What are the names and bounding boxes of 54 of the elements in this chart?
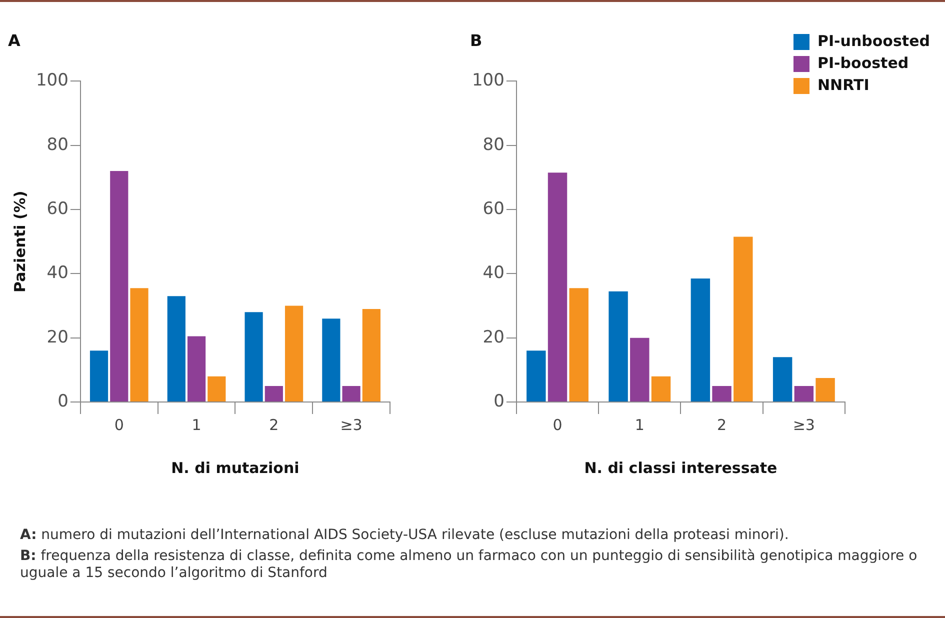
chart-title: B xyxy=(470,30,482,50)
y-tick-label: 40 xyxy=(46,263,68,284)
bar xyxy=(548,172,568,402)
x-tick-label: 0 xyxy=(114,416,124,434)
y-tick-label: 20 xyxy=(482,327,504,348)
bar xyxy=(130,288,148,402)
bar xyxy=(244,312,263,402)
bar xyxy=(630,338,650,402)
y-tick-label: 80 xyxy=(482,134,504,155)
bar xyxy=(284,306,304,402)
bar xyxy=(608,291,628,402)
legend-label: PI-boosted xyxy=(817,54,909,72)
bar xyxy=(794,386,814,402)
y-tick-label: 100 xyxy=(472,70,504,91)
bar xyxy=(712,386,732,402)
bar xyxy=(187,336,206,402)
text: B: frequenza della resistenza di classe, definita come almeno un farmaco con un punteggio di sensibilità genotipica maggiore o uguale a 15 secondo l’algoritmo di Stanford xyxy=(20,548,918,582)
bar xyxy=(569,288,588,402)
y-tick-label: 20 xyxy=(46,327,68,348)
y-tick-label: 60 xyxy=(482,198,504,219)
bar xyxy=(167,296,186,402)
bar xyxy=(816,378,835,402)
x-tick-label: 2 xyxy=(269,416,279,434)
bar xyxy=(526,350,546,402)
bar xyxy=(322,318,340,402)
y-tick-label: 0 xyxy=(58,391,68,412)
bar xyxy=(362,308,380,402)
y-tick-label: 40 xyxy=(482,263,504,284)
text: A: numero di mutazioni dell’International AIDS Society-USA rilevate (escluse mutazioni della proteasi minori). xyxy=(20,527,790,544)
legend-label: PI-unboosted xyxy=(817,32,930,50)
y-tick-label: 80 xyxy=(46,134,68,155)
y-axis-title: Pazienti (%) xyxy=(10,190,29,292)
x-tick-label: ≥3 xyxy=(340,416,362,434)
bar xyxy=(342,386,360,402)
y-tick-label: 60 xyxy=(46,198,68,219)
x-tick-label: ≥3 xyxy=(792,416,815,434)
bar xyxy=(110,171,128,402)
bar xyxy=(690,278,710,402)
chart-title: A xyxy=(8,30,21,50)
bar xyxy=(208,376,226,402)
x-tick-label: 1 xyxy=(192,416,202,434)
x-axis-title: N. di mutazioni xyxy=(171,458,300,477)
x-tick-label: 1 xyxy=(634,416,644,434)
y-tick-label: 0 xyxy=(494,391,504,412)
x-tick-label: 2 xyxy=(717,416,727,434)
y-tick-label: 100 xyxy=(36,70,68,91)
x-tick-label: 0 xyxy=(552,416,562,434)
bar xyxy=(772,357,792,402)
bar xyxy=(651,376,671,402)
bar xyxy=(90,350,108,402)
legend-label: NNRTI xyxy=(817,76,870,94)
bar xyxy=(264,386,283,402)
bar xyxy=(734,236,753,402)
x-axis-title: N. di classi interessate xyxy=(584,458,778,477)
